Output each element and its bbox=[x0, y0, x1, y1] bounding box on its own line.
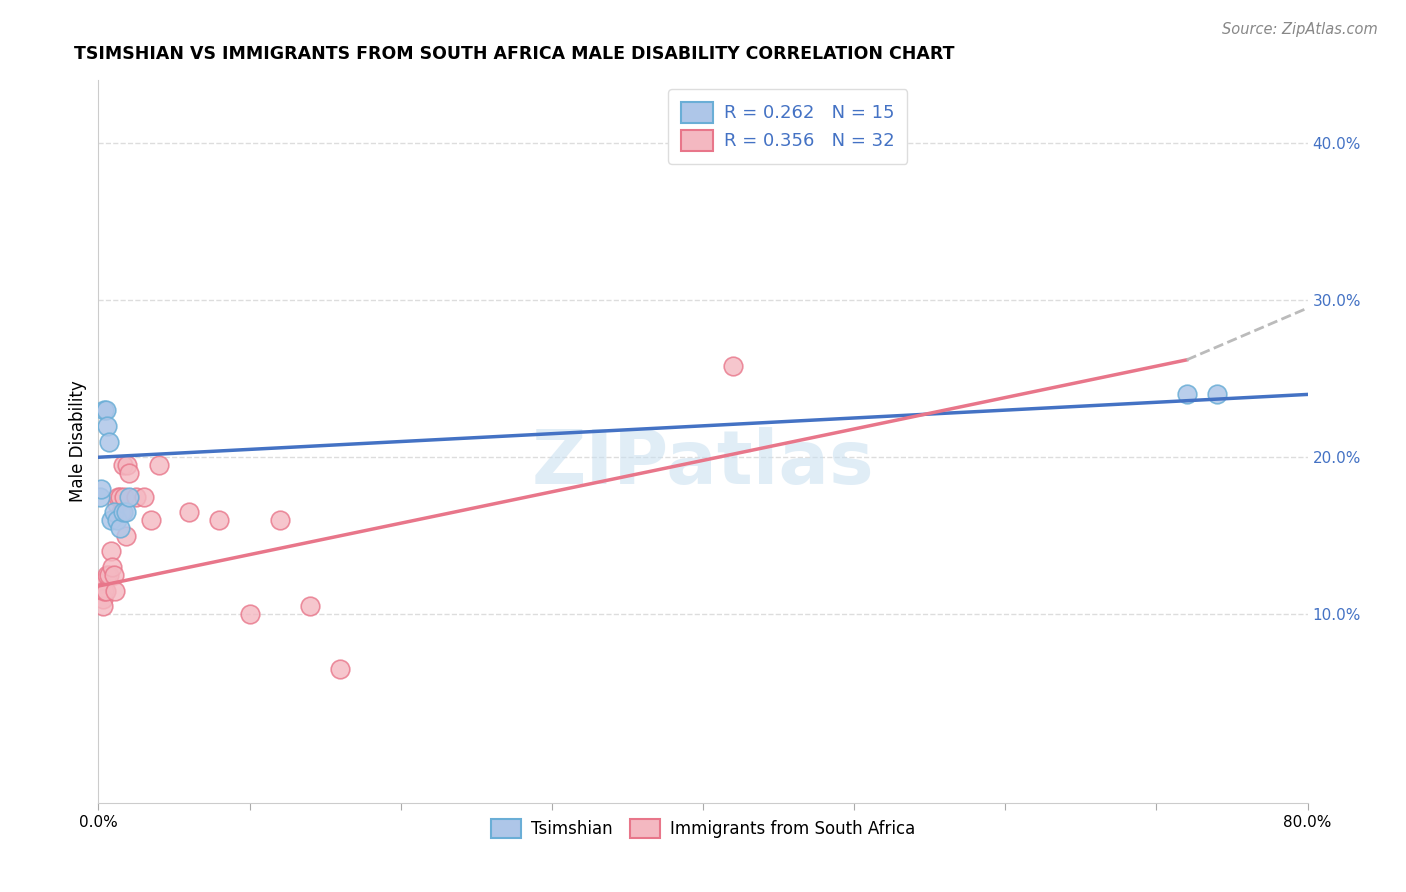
Text: ZIPatlas: ZIPatlas bbox=[531, 426, 875, 500]
Point bbox=[148, 458, 170, 472]
Point bbox=[111, 505, 134, 519]
Point bbox=[105, 497, 128, 511]
Point bbox=[104, 583, 127, 598]
Point bbox=[101, 560, 124, 574]
Text: TSIMSHIAN VS IMMIGRANTS FROM SOUTH AFRICA MALE DISABILITY CORRELATION CHART: TSIMSHIAN VS IMMIGRANTS FROM SOUTH AFRIC… bbox=[75, 45, 955, 63]
Point bbox=[91, 591, 114, 606]
Point bbox=[90, 482, 112, 496]
Point bbox=[208, 513, 231, 527]
Text: Source: ZipAtlas.com: Source: ZipAtlas.com bbox=[1222, 22, 1378, 37]
Point bbox=[96, 568, 118, 582]
Point bbox=[93, 583, 115, 598]
Point bbox=[112, 490, 135, 504]
Legend: Tsimshian, Immigrants from South Africa: Tsimshian, Immigrants from South Africa bbox=[485, 813, 921, 845]
Point bbox=[91, 599, 114, 614]
Point bbox=[111, 458, 134, 472]
Point bbox=[239, 607, 262, 622]
Point bbox=[132, 490, 155, 504]
Point bbox=[125, 490, 148, 504]
Point bbox=[89, 575, 111, 590]
Point bbox=[1206, 387, 1229, 401]
Point bbox=[269, 513, 291, 527]
Point bbox=[103, 568, 125, 582]
Point bbox=[90, 575, 112, 590]
Point bbox=[100, 513, 122, 527]
Point bbox=[105, 513, 128, 527]
Point bbox=[179, 505, 201, 519]
Point bbox=[93, 403, 115, 417]
Point bbox=[299, 599, 322, 614]
Point bbox=[108, 490, 131, 504]
Point bbox=[100, 544, 122, 558]
Point bbox=[103, 505, 125, 519]
Point bbox=[107, 490, 129, 504]
Point bbox=[1175, 387, 1198, 401]
Point bbox=[141, 513, 163, 527]
Point bbox=[96, 418, 118, 433]
Point bbox=[94, 403, 117, 417]
Point bbox=[115, 458, 138, 472]
Point bbox=[94, 583, 117, 598]
Point bbox=[110, 505, 132, 519]
Point bbox=[114, 505, 136, 519]
Y-axis label: Male Disability: Male Disability bbox=[69, 381, 87, 502]
Point bbox=[98, 434, 121, 449]
Point bbox=[723, 359, 745, 373]
Point bbox=[98, 568, 121, 582]
Point bbox=[114, 529, 136, 543]
Point bbox=[118, 490, 141, 504]
Point bbox=[118, 466, 141, 480]
Point bbox=[89, 490, 111, 504]
Point bbox=[329, 662, 352, 676]
Point bbox=[108, 521, 131, 535]
